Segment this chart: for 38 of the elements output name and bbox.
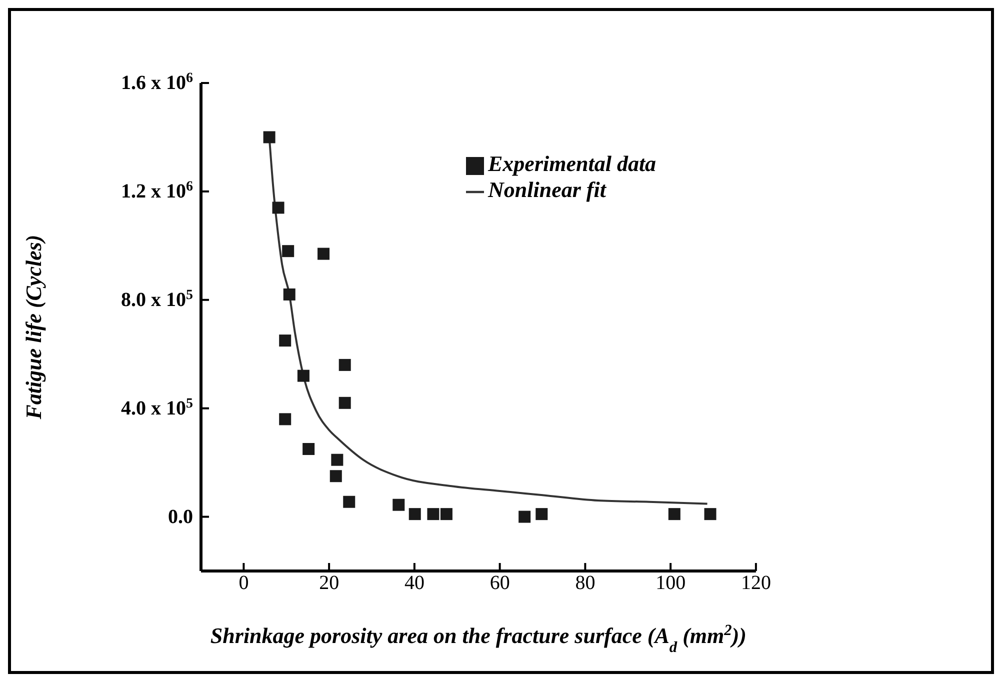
y-tick-label: 1.2 x 10$^{6}$	[121, 178, 193, 202]
x-tick-label: 40	[404, 572, 424, 594]
point	[668, 508, 680, 520]
point	[536, 508, 548, 520]
point	[392, 498, 405, 511]
x-tick-label: 120	[740, 572, 771, 594]
point	[343, 496, 356, 508]
point	[279, 334, 292, 347]
y-tick-label: 1.6 x 10$^{6}$	[121, 70, 193, 94]
x-tick-label: 60	[490, 572, 510, 594]
point	[279, 413, 292, 426]
point	[283, 288, 296, 300]
point	[297, 370, 310, 382]
y-tick-label: 0.0	[168, 506, 193, 528]
point	[427, 508, 440, 520]
x-tick-label: 80	[575, 572, 596, 594]
point	[330, 470, 342, 482]
point	[302, 443, 315, 455]
y-tick-label: 8.0 x 10$^{5}$	[121, 287, 193, 311]
point	[408, 508, 421, 520]
y-tick-label: 4.0 x 10$^{5}$	[121, 396, 193, 420]
point	[331, 454, 344, 466]
legend-label: Experimental data	[488, 151, 656, 176]
point	[338, 358, 351, 371]
x-tick-label: 0	[238, 572, 249, 594]
point	[704, 508, 716, 520]
x-tick-label: 100	[656, 572, 686, 594]
x-axis-title: Shrinkage porosity area on the fracture surface (A$_{d}$ (mm$^{2}$))	[210, 622, 747, 656]
x-tick-label: 20	[319, 572, 340, 594]
point	[338, 396, 351, 409]
point	[282, 245, 294, 258]
legend-label: Nonlinear fit	[488, 177, 606, 202]
point	[518, 510, 531, 523]
y-axis-title: Fatigue life (Cycles)	[21, 234, 46, 420]
point	[318, 248, 330, 260]
point	[272, 202, 284, 214]
point	[263, 131, 276, 144]
point	[440, 508, 452, 520]
